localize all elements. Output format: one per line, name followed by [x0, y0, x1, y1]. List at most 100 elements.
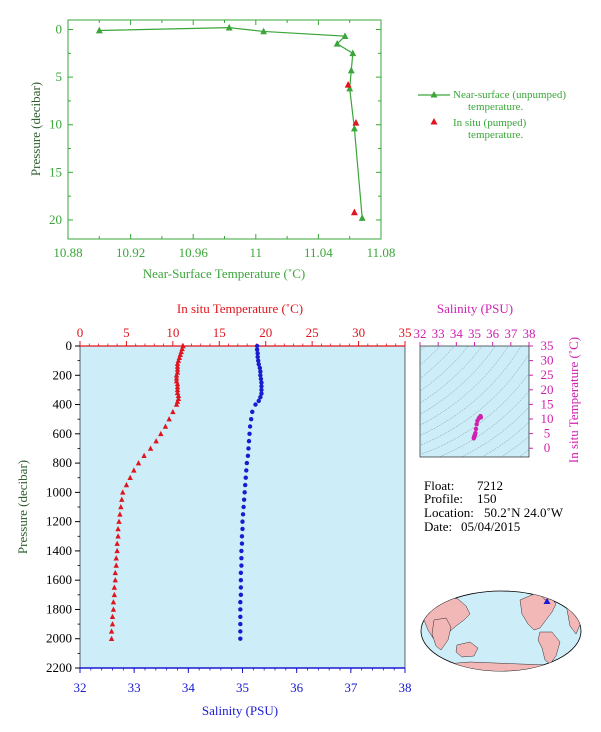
profile-top-x-tick-label: 10 — [166, 325, 179, 340]
temperature-profile-point — [131, 467, 137, 473]
in-situ-temperature-point — [352, 119, 360, 126]
float-info: Float: 7212 Profile: 150 Location: 50.2˚… — [424, 478, 564, 534]
top-y-tick-label: 0 — [56, 22, 63, 37]
map-float-location-marker — [543, 598, 551, 604]
salinity-profile-point — [239, 548, 244, 554]
near-surface-temperature-point — [350, 124, 358, 132]
profile-bottom-x-tick-label: 34 — [182, 680, 196, 695]
profile-label: Profile: — [424, 491, 463, 506]
date-value: 05/04/2015 — [461, 519, 520, 534]
salinity-profile-point — [246, 438, 252, 444]
profile-bottom-x-tick-label: 32 — [74, 680, 87, 695]
salinity-profile-point — [244, 460, 250, 466]
salinity-profile-point — [256, 358, 261, 363]
legend-label-near-surface-line2: temperature. — [468, 101, 524, 113]
temperature-profile-point — [112, 569, 118, 576]
salinity-profile-point — [238, 592, 244, 598]
temperature-profile-point — [173, 372, 180, 378]
temperature-profile-point — [174, 360, 181, 366]
salinity-profile-point — [255, 351, 260, 356]
legend-marker-in-situ — [430, 118, 438, 125]
temperature-profile-point — [162, 423, 169, 429]
profile-series-layer — [108, 343, 264, 641]
salinity-profile-point — [240, 519, 245, 524]
near-surface-temperature-line — [99, 27, 363, 219]
in-situ-temperature-point — [350, 208, 358, 216]
in-situ-temperature-point — [344, 80, 352, 88]
ts-top-axis-title: Salinity (PSU) — [437, 301, 513, 316]
ts-x-tick-label: 32 — [414, 326, 427, 341]
ts-y-tick-label: 25 — [541, 367, 554, 382]
temperature-profile-point — [173, 401, 180, 407]
top-legend: Near-surface (unpumped) temperature. In … — [418, 89, 566, 141]
salinity-profile-point — [238, 585, 244, 590]
profile-top-axis-title: In situ Temperature (˚C) — [177, 301, 303, 316]
location-label: Location: — [424, 505, 474, 520]
temperature-profile-point — [114, 540, 120, 546]
ts-x-tick-label: 34 — [450, 326, 464, 341]
profile-top-x-tick-label: 5 — [123, 325, 130, 340]
profile-y-tick-label: 2000 — [46, 631, 72, 646]
near-surface-temperature-point — [346, 84, 354, 92]
temperature-profile-point — [108, 635, 115, 641]
salinity-profile-point — [259, 387, 264, 393]
top-x-tick-label: 11.08 — [367, 245, 396, 260]
salinity-profile-point — [240, 512, 246, 517]
top-y-tick-label: 5 — [56, 69, 63, 84]
profile-top-x-tick-label: 20 — [259, 325, 272, 340]
temperature-profile-point — [114, 547, 120, 554]
profile-top-x-tick-label: 0 — [77, 325, 84, 340]
salinity-profile-point — [259, 380, 264, 385]
temperature-profile-point — [112, 577, 118, 583]
top-x-tick-label: 10.96 — [179, 245, 209, 260]
ts-x-tick-label: 37 — [504, 326, 518, 341]
salinity-profile-point — [255, 354, 260, 360]
date-label: Date: — [424, 519, 452, 534]
profile-y-tick-label: 1000 — [46, 484, 72, 499]
ts-x-tick-label: 36 — [486, 326, 500, 341]
top-y-axis-title: Pressure (decibar) — [28, 82, 43, 176]
temperature-profile-point — [115, 525, 121, 532]
profile-y-tick-label: 1400 — [46, 543, 72, 558]
profile-bottom-axis-title: Salinity (PSU) — [202, 703, 278, 718]
ts-y-tick-label: 30 — [541, 353, 554, 368]
temperature-profile-point — [174, 366, 181, 372]
temperature-profile-point — [123, 482, 130, 488]
temperature-profile-point — [110, 606, 117, 612]
profile-y-tick-label: 400 — [53, 397, 73, 412]
salinity-profile-point — [254, 343, 260, 349]
salinity-profile-point — [256, 398, 261, 404]
salinity-profile-point — [238, 636, 243, 641]
profile-bottom-x-tick-label: 36 — [290, 680, 304, 695]
salinity-profile-point — [259, 384, 264, 389]
profile-y-axis-title: Pressure (decibar) — [15, 460, 30, 554]
top-x-tick-label: 11.04 — [304, 245, 333, 260]
near-surface-temperature-chart: 10.88 10.92 10.96 11 11.04 11.08 0 5 10 15 20 Near… — [28, 19, 396, 281]
temperature-profile-point — [173, 375, 180, 381]
location-value: 50.2˚N 24.0˚W — [484, 505, 564, 520]
temperature-profile-point — [174, 381, 181, 387]
temperature-profile-point — [127, 474, 133, 480]
profile-y-tick-label: 1200 — [46, 514, 72, 529]
temperature-profile-point — [109, 621, 116, 627]
salinity-profile-point — [238, 570, 244, 576]
top-y-tick-label: 15 — [49, 164, 62, 179]
profile-bottom-x-tick-label: 38 — [399, 680, 412, 695]
ts-point — [473, 426, 479, 432]
salinity-profile-point — [258, 373, 263, 378]
salinity-profile-point — [241, 497, 247, 502]
profile-y-tick-label: 0 — [66, 338, 73, 353]
profile-y-tick-label: 200 — [53, 367, 73, 382]
ts-x-tick-label: 38 — [523, 326, 536, 341]
temperature-profile-point — [174, 386, 181, 393]
top-x-tick-label: 10.92 — [116, 245, 145, 260]
profile-top-x-tick-label: 25 — [306, 325, 319, 340]
near-surface-temperature-point — [349, 49, 357, 57]
salinity-profile-point — [246, 446, 251, 451]
temperature-profile-point — [113, 562, 119, 568]
ts-y-tick-label: 35 — [541, 338, 554, 353]
profile-y-tick-label: 600 — [53, 426, 73, 441]
profile-y-tick-label: 2200 — [46, 660, 72, 675]
salinity-profile-point — [243, 482, 248, 488]
